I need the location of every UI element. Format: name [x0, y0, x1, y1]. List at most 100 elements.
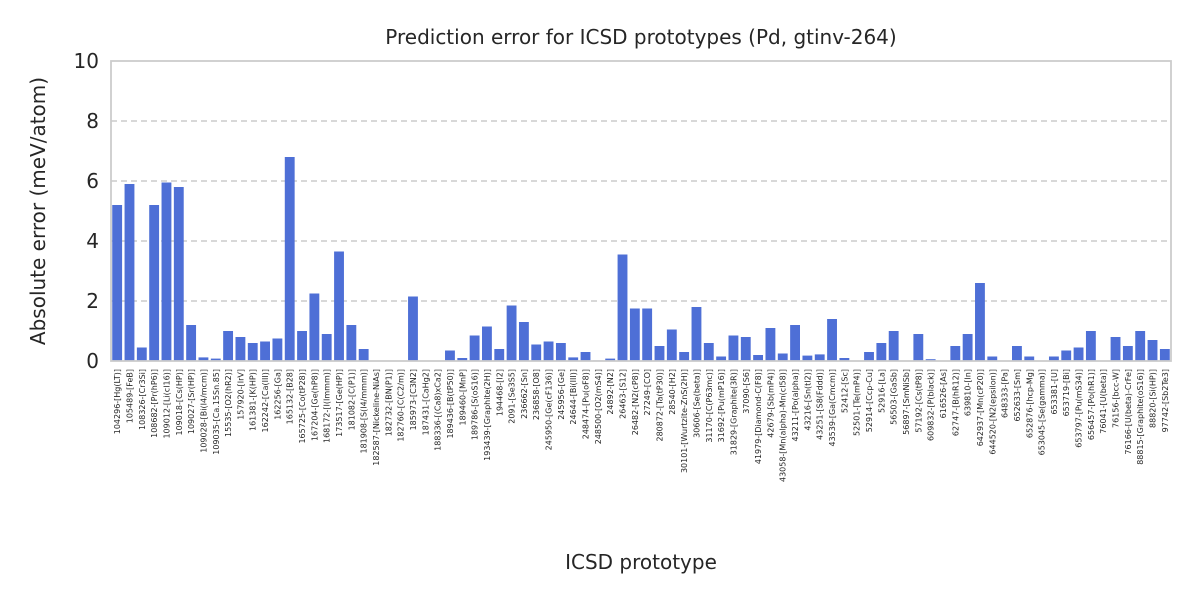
bar	[839, 358, 850, 361]
bar	[802, 355, 813, 361]
x-tick-label: 248500-[O2(mS4)]	[594, 369, 603, 444]
bar	[346, 325, 357, 361]
x-tick-label: 62747-[B(hR12)]	[951, 369, 960, 436]
x-tick-label: 182587-[Nickeline-NiAs]	[372, 369, 381, 466]
x-tick-label: 30606-[Se(beta)]	[692, 369, 701, 438]
x-tick-label: 57192-[Cs(tP8)]	[914, 369, 923, 433]
x-tick-label: 653045-[Se(gamma)]	[1038, 369, 1047, 455]
x-tick-label: 652633-[Sm]	[1013, 369, 1022, 422]
bars	[112, 157, 1170, 361]
bar	[235, 337, 246, 361]
x-tick-label: 193439-[Graphite(2H)]	[483, 369, 492, 461]
bar	[679, 352, 690, 361]
x-tick-label: 653797-[Pu(mS34)]	[1075, 369, 1084, 448]
bar	[654, 346, 665, 361]
x-tick-label: 24644-[Bi(III)]	[569, 369, 578, 425]
bar	[950, 346, 961, 361]
x-tick-label: 639810-[In]	[964, 369, 973, 416]
x-tick-label: 245956-[Ge]	[557, 369, 566, 420]
x-tick-label: 236662-[Sn]	[520, 369, 529, 419]
bar	[1110, 337, 1121, 361]
x-tick-label: 104296-[Hg(LT)]	[113, 369, 122, 434]
x-tick-label: 109028-[Bi(I4/mcm)]	[199, 369, 208, 453]
x-tick-label: 248474-[Pu(oF8)]	[582, 369, 591, 439]
chart-title: Prediction error for ICSD prototypes (Pd…	[385, 25, 896, 49]
bar	[666, 329, 677, 361]
bar	[309, 293, 320, 361]
bar	[555, 343, 566, 361]
y-tick-label: 6	[86, 169, 99, 193]
x-tick-label: 109027-[Sr(HP)]	[187, 369, 196, 434]
bar	[457, 358, 468, 361]
y-tick-label: 8	[86, 109, 99, 133]
bar	[223, 331, 234, 361]
x-tick-label: 165132-[B28]	[286, 369, 295, 424]
bar	[1159, 349, 1170, 361]
x-tick-label: 76166-[U(beta)-CrFe]	[1124, 369, 1133, 455]
bar	[149, 205, 160, 361]
bar	[260, 341, 270, 361]
x-tick-label: 108326-[Cr3Si]	[138, 369, 147, 430]
x-tick-label: 28540-[H2]	[668, 369, 677, 415]
x-tick-label: 652876-[hcp-Mg]	[1025, 369, 1034, 438]
bar	[358, 349, 369, 361]
x-tick-label: 648333-[Pa]	[1001, 369, 1010, 418]
bar	[494, 349, 505, 361]
x-tick-label: 181082-[C(P1)]	[347, 369, 356, 430]
bar	[580, 352, 591, 361]
y-tick-label: 4	[86, 229, 99, 253]
x-axis-label: ICSD prototype	[565, 550, 717, 574]
x-tick-label: 162256-[Ga]	[273, 369, 282, 420]
bar	[112, 205, 123, 361]
bar	[1024, 356, 1035, 361]
x-tick-label: 26463-[S12]	[619, 369, 628, 419]
x-tick-label: 642937-[Mn(cP20)]	[976, 369, 985, 446]
bar	[186, 325, 197, 361]
bar	[605, 358, 616, 361]
y-tick-label: 2	[86, 289, 99, 313]
x-tick-label: 168172-[I(Immm)]	[323, 369, 332, 443]
x-tick-label: 41979-[Diamond-C(F8)]	[754, 369, 763, 464]
bar	[642, 308, 653, 361]
x-tick-label: 181908-[S(I4/mmm)]	[360, 369, 369, 454]
bar	[210, 358, 221, 361]
x-tick-label: 108682-[Pr(hP6)]	[150, 369, 159, 438]
x-tick-label: 56503-[GaSb]	[890, 369, 899, 425]
x-tick-label: 52914-[Ccp-Cu]	[865, 369, 874, 432]
x-tick-label: 42679-[Sb(mP4)]	[766, 369, 775, 438]
bar	[827, 319, 837, 361]
bar	[629, 308, 640, 361]
x-tick-label: 27249-[CO]	[643, 369, 652, 415]
bar	[1122, 346, 1133, 361]
x-tick-label: 56897-[SmNiSb]	[902, 369, 911, 435]
x-tick-label: 182732-[BN(P1)]	[384, 369, 393, 436]
x-tick-label: 2091-[Se3S5]	[508, 369, 517, 424]
x-tick-label: 653381-[U]	[1050, 369, 1059, 415]
grid-lines	[111, 120, 1171, 302]
x-tick-label: 236858-[O8]	[532, 369, 541, 420]
bar	[161, 182, 172, 361]
x-tick-label: 30101-[Wurtzite-ZnS(2H)]	[680, 369, 689, 473]
bar	[198, 357, 209, 361]
x-tick-label: 609832-[P(black)]	[927, 369, 936, 441]
x-tick-label: 157920-[IrV]	[236, 369, 245, 420]
bar	[124, 184, 135, 361]
x-tick-label: 194468-[I2]	[495, 369, 504, 416]
bar	[173, 187, 184, 361]
bar	[568, 357, 579, 361]
y-tick-label: 0	[86, 349, 99, 373]
x-tick-labels: 104296-[Hg(LT)] 105489-[FeB] 108326-[Cr3Si…	[113, 369, 1170, 482]
x-tick-label: 52916-[La]	[877, 369, 886, 413]
bar	[482, 326, 492, 361]
bar	[321, 334, 332, 361]
bar	[284, 157, 295, 361]
bar	[1048, 356, 1059, 361]
y-axis-label: Absolute error (meV/atom)	[26, 77, 50, 345]
x-tick-label: 97742-[Sb2Te3]	[1161, 369, 1170, 432]
bar	[136, 347, 147, 361]
x-tick-label: 52501-[Te(mP4)]	[853, 369, 862, 436]
x-tick-label: 88820-[Si(HP)]	[1149, 369, 1158, 428]
bar	[518, 322, 529, 361]
bar	[987, 356, 998, 361]
